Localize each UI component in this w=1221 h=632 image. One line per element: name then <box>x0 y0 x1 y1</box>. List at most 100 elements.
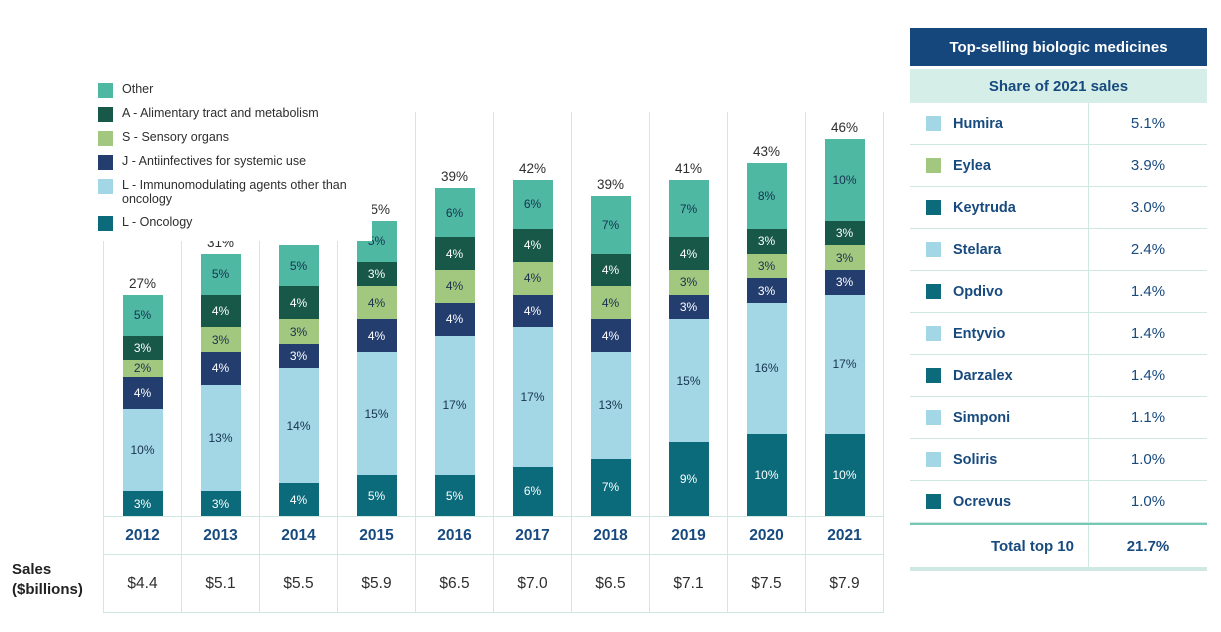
drug-class-swatch <box>926 242 941 257</box>
sales-value: $7.0 <box>494 555 571 613</box>
table-row: Entyvio 1.4% <box>910 313 1207 355</box>
year-label: 2020 <box>728 516 805 555</box>
bar-segment: 4% <box>278 483 319 516</box>
bar-segment: 7% <box>668 179 709 238</box>
bar-total-label: 41% <box>674 160 703 176</box>
drug-name: Simponi <box>953 409 1011 426</box>
bar-segment: 17% <box>824 294 865 434</box>
chart-legend: Other A - Alimentary tract and metabolism… <box>98 80 372 241</box>
bar-segment: 5% <box>278 245 319 287</box>
bar-segment: 3% <box>746 278 787 303</box>
table-row-left: Opdivo <box>910 271 1088 312</box>
drug-name: Keytruda <box>953 199 1016 216</box>
stacked-bar: 5% 4% 3% 4% 13% 3% <box>200 253 241 516</box>
bar-segment: 3% <box>122 491 163 516</box>
sales-value: $6.5 <box>416 555 493 613</box>
bar-segment: 4% <box>512 294 553 328</box>
year-label: 2019 <box>650 516 727 555</box>
table-footer-value: 21.7% <box>1088 525 1207 567</box>
table-footer-row: Total top 10 21.7% <box>910 523 1207 571</box>
bar-segment: 10% <box>122 409 163 492</box>
bar-segment: 10% <box>746 434 787 516</box>
bar-zone: 42% 6% 4% 4% 4% 17% 6% <box>494 112 571 516</box>
bar-segment: 3% <box>122 335 163 361</box>
drug-name: Stelara <box>953 241 1002 258</box>
bar-segment: 4% <box>512 261 553 295</box>
bar-segment: 3% <box>824 245 865 271</box>
year-label: 2017 <box>494 516 571 555</box>
table-row: Keytruda 3.0% <box>910 187 1207 229</box>
bar-total-label: 42% <box>518 160 547 176</box>
stacked-bar: 7% 4% 3% 3% 15% 9% <box>668 179 709 516</box>
stacked-bar: 10% 3% 3% 3% 17% 10% <box>824 138 865 516</box>
year-label: 2015 <box>338 516 415 555</box>
top-selling-table: Top-selling biologic medicines Share of … <box>910 28 1207 571</box>
bar-segment: 3% <box>278 343 319 369</box>
bar-segment: 6% <box>512 179 553 230</box>
bar-zone: 46% 10% 3% 3% 3% 17% 10% <box>806 112 883 516</box>
bar-zone: 35% 5% 3% 4% 4% 15% 5% <box>338 112 415 516</box>
legend-item: J - Antiinfectives for systemic use <box>98 154 360 170</box>
stacked-bar: 5% 3% 2% 4% 10% 3% <box>122 294 163 516</box>
bar-total-label: 39% <box>596 177 625 193</box>
bar-segment: 3% <box>200 491 241 516</box>
legend-label: L - Immunomodulating agents other than o… <box>122 178 347 207</box>
bar-segment: 17% <box>512 327 553 467</box>
bar-segment: 8% <box>746 163 787 230</box>
bar-segment: 16% <box>746 302 787 434</box>
drug-share: 1.4% <box>1088 313 1207 354</box>
bar-segment: 10% <box>824 434 865 516</box>
bar-zone: 39% 6% 4% 4% 4% 17% 5% <box>416 112 493 516</box>
year-label: 2012 <box>104 516 181 555</box>
bar-zone: 43% 8% 3% 3% 3% 16% 10% <box>728 112 805 516</box>
bar-segment: 6% <box>512 466 553 516</box>
table-row-left: Humira <box>910 103 1088 144</box>
bar-zone: 27% 5% 3% 2% 4% 10% 3% <box>104 112 181 516</box>
table-row: Stelara 2.4% <box>910 229 1207 271</box>
legend-item: S - Sensory organs <box>98 130 360 146</box>
legend-color-swatch <box>98 215 113 231</box>
sales-value: $5.9 <box>338 555 415 613</box>
bar-segment: 4% <box>434 270 475 303</box>
table-body: Humira 5.1% Eylea 3.9% Keytruda 3.0% Stelara 2.… <box>910 103 1207 523</box>
legend-label: Other <box>122 82 154 96</box>
legend-item: L - Oncology <box>98 215 360 231</box>
sales-value: $5.5 <box>260 555 337 613</box>
drug-share: 1.4% <box>1088 271 1207 312</box>
stacked-bar: 5% 4% 3% 3% 14% 4% <box>278 245 319 516</box>
bar-column-2018: 39% 7% 4% 4% 4% 13% 7% 2018 $6.5 <box>572 112 650 613</box>
table-row-left: Keytruda <box>910 187 1088 228</box>
table-row: Simponi 1.1% <box>910 397 1207 439</box>
bar-segment: 4% <box>122 376 163 410</box>
table-row: Opdivo 1.4% <box>910 271 1207 313</box>
bar-chart-columns: 27% 5% 3% 2% 4% 10% 3% 2012 $4.4 31% 5% 4% 3% 4% 13% 3%… <box>103 112 884 613</box>
table-row-left: Stelara <box>910 229 1088 270</box>
table-title: Top-selling biologic medicines <box>910 28 1207 66</box>
table-row-left: Entyvio <box>910 313 1088 354</box>
bar-segment: 3% <box>824 220 865 246</box>
year-label: 2014 <box>260 516 337 555</box>
stacked-bar: 5% 3% 4% 4% 15% 5% <box>356 220 397 516</box>
drug-class-swatch <box>926 284 941 299</box>
bar-column-2017: 42% 6% 4% 4% 4% 17% 6% 2017 $7.0 <box>494 112 572 613</box>
drug-class-swatch <box>926 326 941 341</box>
sales-value: $5.1 <box>182 555 259 613</box>
sales-value: $7.9 <box>806 555 883 613</box>
drug-share: 2.4% <box>1088 229 1207 270</box>
bar-column-2021: 46% 10% 3% 3% 3% 17% 10% 2021 $7.9 <box>806 112 884 613</box>
table-row: Eylea 3.9% <box>910 145 1207 187</box>
drug-class-swatch <box>926 410 941 425</box>
bar-segment: 4% <box>668 237 709 271</box>
bar-total-label: 46% <box>830 119 859 135</box>
bar-segment: 14% <box>278 368 319 484</box>
drug-class-swatch <box>926 158 941 173</box>
legend-item: L - Immunomodulating agents other than o… <box>98 178 360 207</box>
bar-zone: 41% 7% 4% 3% 3% 15% 9% <box>650 112 727 516</box>
drug-name: Soliris <box>953 451 998 468</box>
bar-segment: 3% <box>746 229 787 254</box>
bar-segment: 3% <box>356 261 397 287</box>
stacked-bar: 6% 4% 4% 4% 17% 6% <box>512 179 553 516</box>
bar-segment: 4% <box>356 319 397 352</box>
bar-segment: 17% <box>434 335 475 475</box>
